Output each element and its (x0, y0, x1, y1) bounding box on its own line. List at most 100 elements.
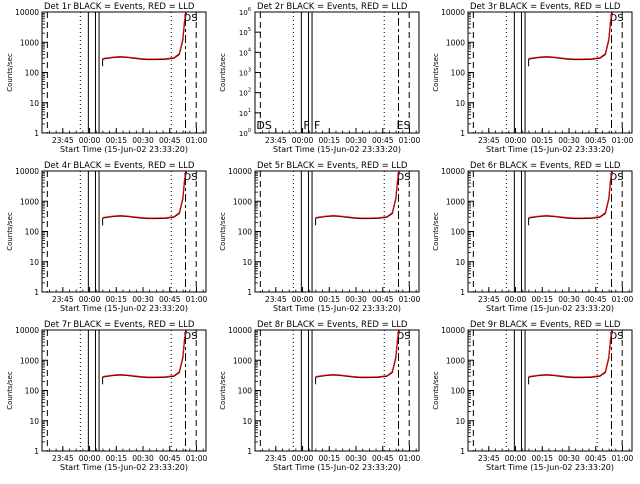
x-tick-label: 23:45 (52, 295, 74, 304)
y-tick-label: 1 (247, 447, 252, 456)
plot-frame (467, 11, 633, 134)
marker-label-es: ES (397, 119, 411, 132)
y-tick-label: 1000 (20, 197, 39, 206)
y-tick-exponent: 1 (248, 108, 251, 114)
x-axis-label: Start Time (15-Jun-02 23:33:20) (60, 463, 188, 472)
plot-frame (467, 329, 633, 452)
series-lld-line (102, 170, 187, 219)
x-tick-label: 00:15 (318, 295, 340, 304)
y-tick-label: 10000 (15, 167, 39, 176)
y-tick-label: 10000 (15, 8, 39, 17)
series-events-line (528, 330, 614, 379)
plot-frame (254, 329, 420, 452)
panel-det-8: Det 8r BLACK = Events, RED = LLD 1 10 100 10… (219, 320, 421, 472)
y-tick-exponent: 4 (248, 47, 251, 53)
y-tick-label: 100 (238, 387, 253, 396)
series-events-line (528, 171, 614, 220)
y-axis-label: Counts/sec (432, 212, 440, 251)
y-axis-label: Counts/sec (432, 53, 440, 92)
x-tick-label: 00:45 (585, 295, 607, 304)
x-tick-label: 01:00 (612, 454, 634, 463)
x-tick-label: 00:30 (345, 454, 367, 463)
y-tick-label: 10000 (441, 167, 465, 176)
y-tick-label: 103 (239, 68, 251, 78)
y-tick-label: 10 (29, 99, 39, 108)
x-tick-label: 23:45 (478, 136, 500, 145)
x-tick-label: 01:00 (399, 136, 421, 145)
y-tick-label: 10000 (441, 326, 465, 335)
series-lld-line (102, 329, 187, 378)
x-tick-label: 01:00 (612, 295, 634, 304)
y-tick-label: 100 (238, 228, 253, 237)
y-tick-label: 10 (455, 99, 465, 108)
y-tick-exponent: 0 (248, 128, 251, 134)
series-lld-line (315, 170, 400, 219)
marker-label-ds: DS (184, 331, 198, 342)
panel-title: Det 6r BLACK = Events, RED = LLD (470, 161, 621, 171)
y-tick-label: 100 (25, 228, 40, 237)
x-tick-label: 00:15 (531, 454, 553, 463)
panel-det-7: Det 7r BLACK = Events, RED = LLD 1 10 100 10… (6, 320, 208, 472)
x-tick-label: 00:00 (292, 454, 314, 463)
y-tick-label: 100 (451, 69, 466, 78)
y-tick-exponent: 6 (248, 7, 251, 13)
x-axis-label: Start Time (15-Jun-02 23:33:20) (486, 145, 614, 154)
plot-frame (254, 11, 420, 134)
x-tick-label: 00:30 (132, 295, 154, 304)
y-tick-label: 104 (239, 47, 251, 57)
x-tick-label: 00:30 (345, 295, 367, 304)
series-events-line (102, 12, 188, 61)
panel-det-4: Det 4r BLACK = Events, RED = LLD 1 10 100 10… (6, 161, 208, 313)
y-axis-label: Counts/sec (432, 371, 440, 410)
x-tick-label: 00:30 (558, 295, 580, 304)
x-tick-label: 00:45 (372, 454, 394, 463)
x-tick-label: 00:15 (105, 136, 127, 145)
x-tick-label: 01:00 (399, 454, 421, 463)
panel-det-1: Det 1r BLACK = Events, RED = LLD 1 10 100 10… (6, 2, 208, 154)
plot-frame (41, 329, 207, 452)
y-tick-label: 1000 (20, 356, 39, 365)
y-tick-label: 10000 (441, 8, 465, 17)
x-tick-label: 23:45 (52, 136, 74, 145)
plot-frame (41, 11, 207, 134)
series-events-line (102, 330, 188, 379)
y-tick-label: 101 (239, 108, 251, 118)
x-axis-label: Start Time (15-Jun-02 23:33:20) (486, 463, 614, 472)
y-tick-label: 1000 (446, 38, 465, 47)
x-tick-label: 01:00 (186, 136, 208, 145)
y-tick-label: 1000 (233, 356, 252, 365)
y-tick-label: 100 (25, 387, 40, 396)
y-tick-label: 10 (455, 417, 465, 426)
y-tick-exponent: 2 (248, 88, 251, 94)
x-tick-label: 00:45 (159, 454, 181, 463)
marker-label-ds: DS (184, 13, 198, 24)
y-tick-label: 1 (460, 288, 465, 297)
panel-title: Det 9r BLACK = Events, RED = LLD (470, 320, 621, 330)
y-tick-label: 1000 (446, 197, 465, 206)
x-tick-label: 01:00 (186, 295, 208, 304)
series-lld-line (528, 170, 613, 219)
panel-det-5: Det 5r BLACK = Events, RED = LLD 1 10 100 10… (219, 161, 421, 313)
y-tick-exponent: 5 (248, 27, 251, 33)
x-tick-label: 00:00 (79, 454, 101, 463)
series-lld-line (315, 329, 400, 378)
x-tick-label: 00:15 (318, 454, 340, 463)
panel-title: Det 1r BLACK = Events, RED = LLD (44, 2, 195, 12)
x-tick-label: 23:45 (478, 295, 500, 304)
y-tick-label: 106 (239, 7, 251, 17)
y-tick-label: 10000 (15, 326, 39, 335)
x-tick-label: 23:45 (265, 295, 287, 304)
y-axis-label: Counts/sec (6, 212, 14, 251)
y-tick-label: 1 (34, 447, 39, 456)
panel-title: Det 3r BLACK = Events, RED = LLD (470, 2, 621, 12)
plot-frame (41, 170, 207, 293)
x-tick-label: 00:15 (531, 136, 553, 145)
y-tick-label: 10000 (228, 326, 252, 335)
panel-det-9: Det 9r BLACK = Events, RED = LLD 1 10 100 10… (432, 320, 634, 472)
y-axis-label: Counts/sec (6, 53, 14, 92)
x-axis-label: Start Time (15-Jun-02 23:33:20) (273, 304, 401, 313)
marker-label-f: F (314, 119, 320, 132)
x-axis-label: Start Time (15-Jun-02 23:33:20) (273, 463, 401, 472)
y-tick-label: 100 (239, 128, 251, 138)
y-tick-label: 10 (29, 258, 39, 267)
